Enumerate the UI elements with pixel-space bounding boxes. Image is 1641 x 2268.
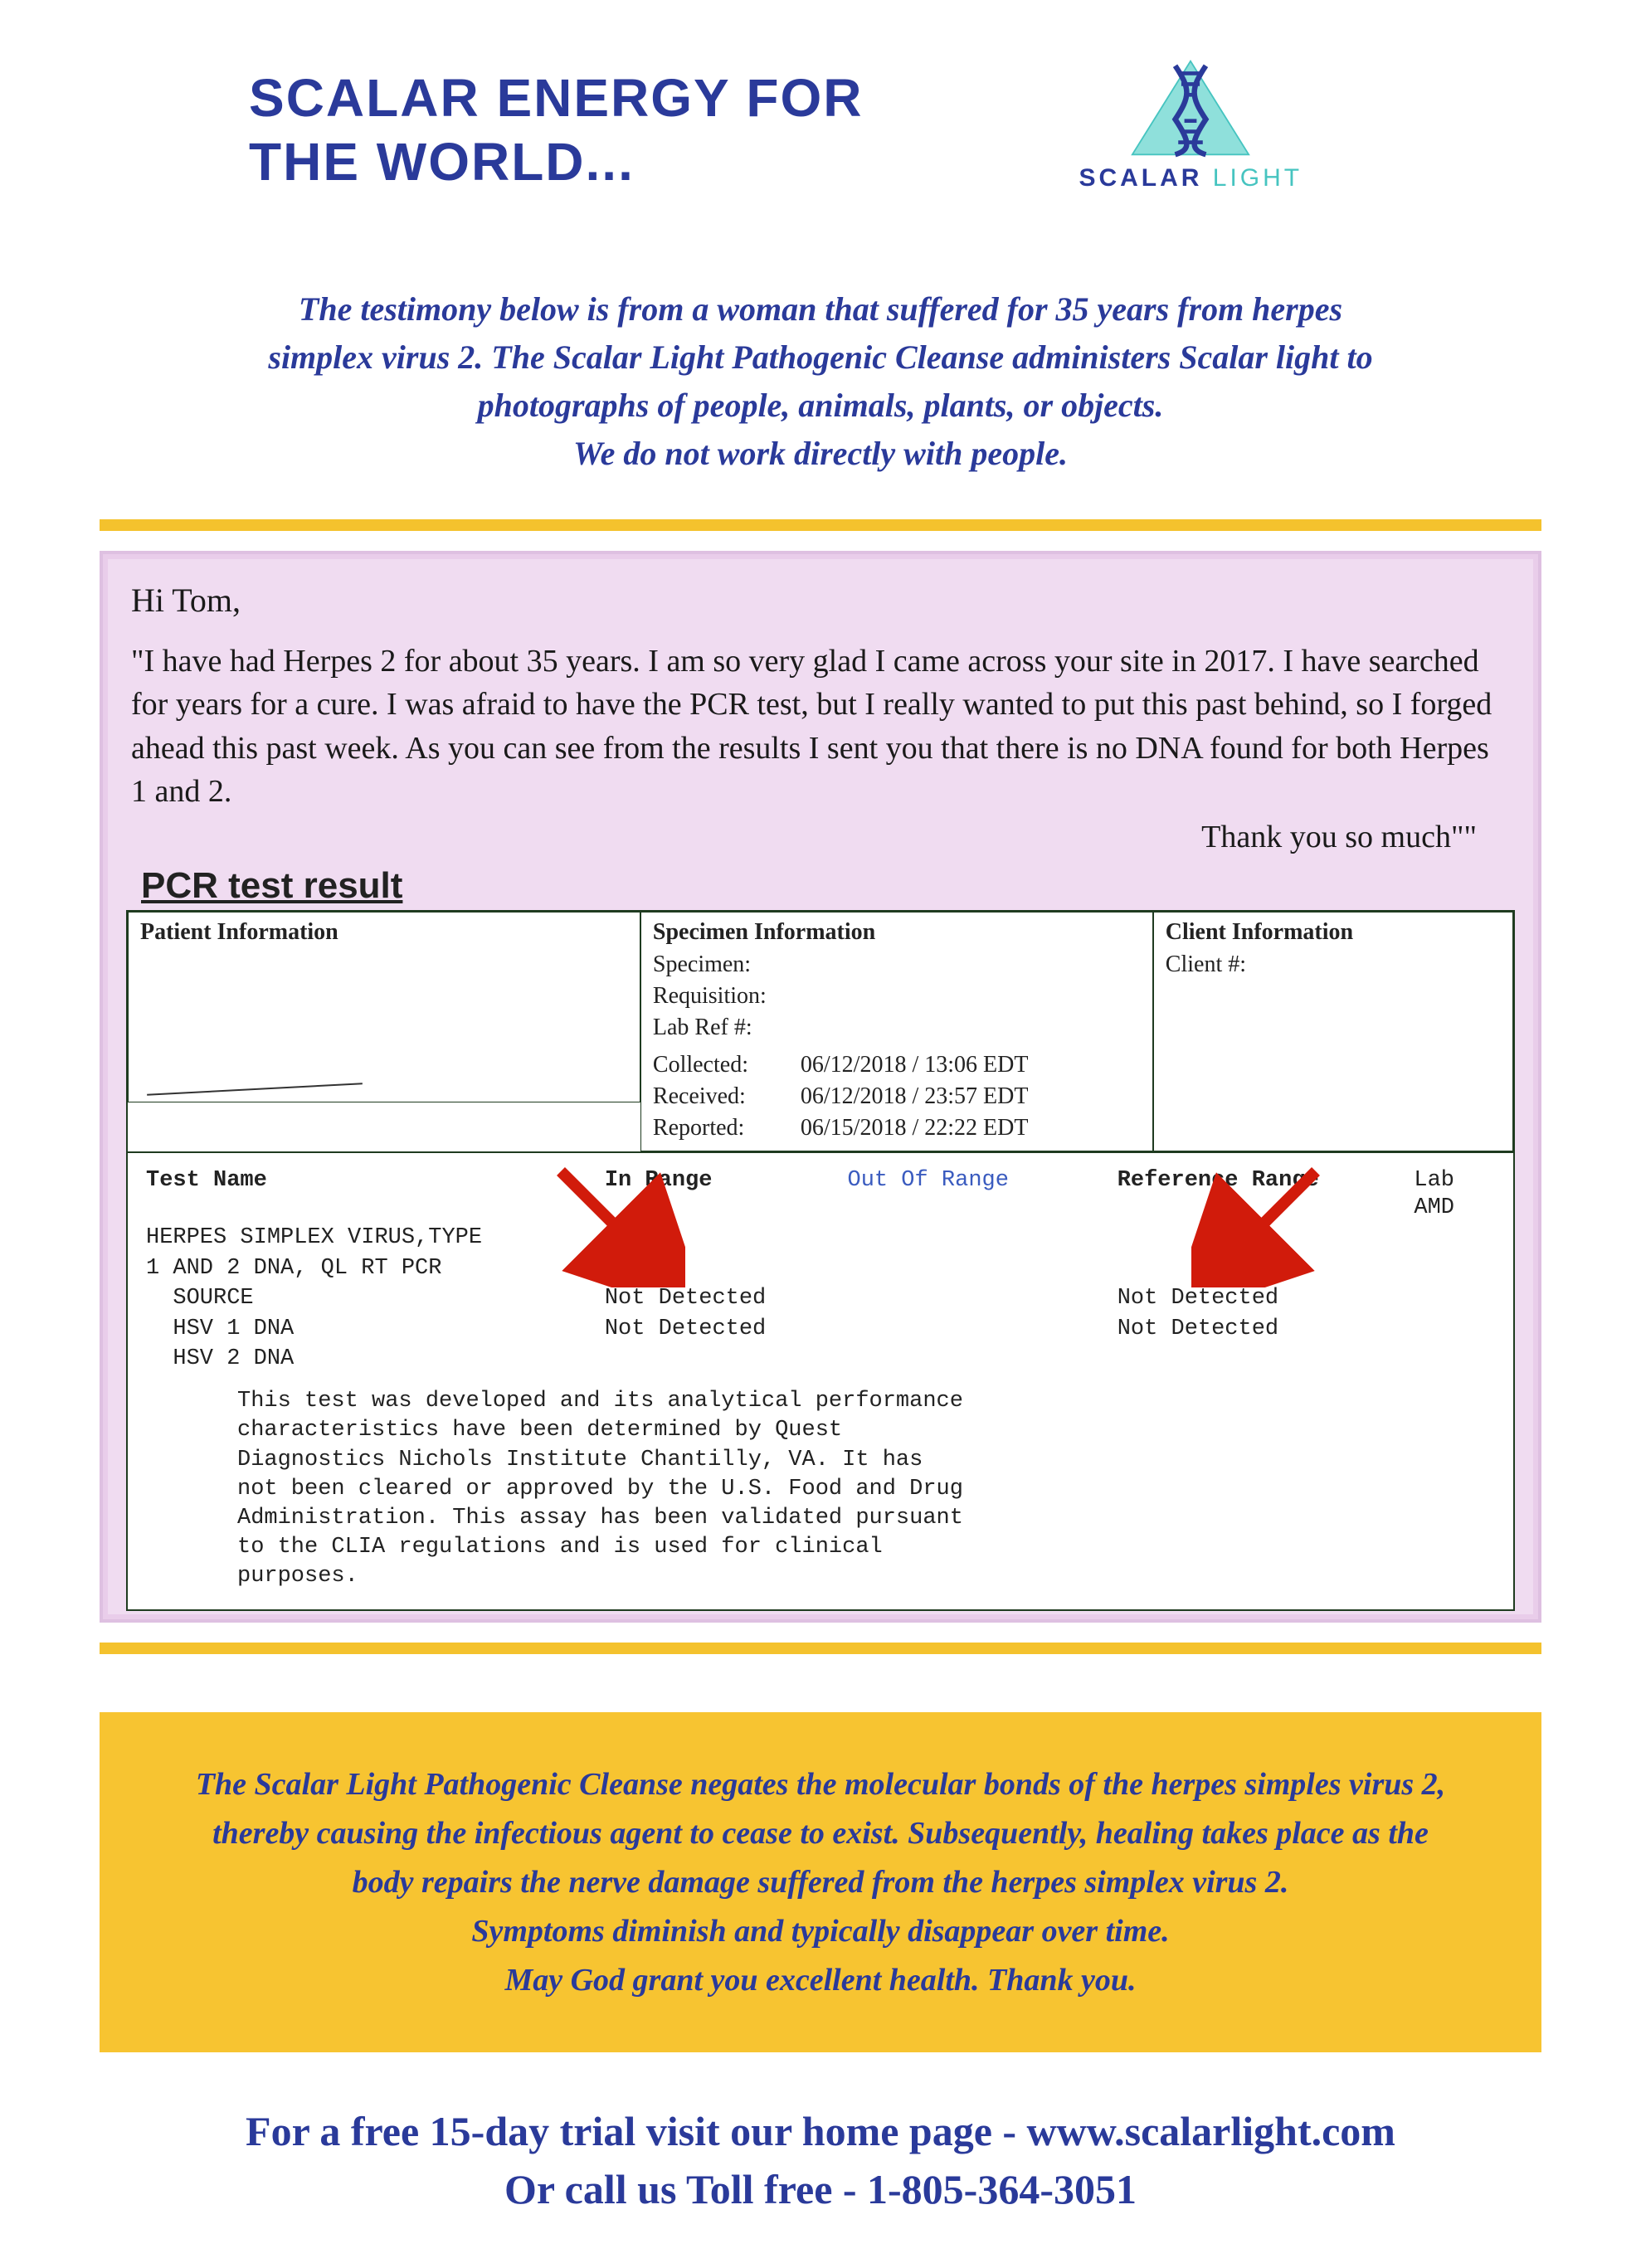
results-rows: HERPES SIMPLEX VIRUS,TYPE 1 AND 2 DNA, Q… xyxy=(146,1193,1495,1375)
panel-line4: Symptoms diminish and typically disappea… xyxy=(471,1914,1169,1949)
intro-paragraph: The testimony below is from a woman that… xyxy=(100,285,1541,478)
received-label: Received: xyxy=(653,1081,786,1112)
cta-line1: For a free 15-day trial visit our home p… xyxy=(246,2108,1395,2154)
header: Scalar Energy for the World... SCALAR xyxy=(100,58,1541,194)
intro-line4: We do not work directly with people. xyxy=(573,435,1068,472)
labref-label: Lab Ref #: xyxy=(653,1012,786,1044)
testimonial-inner: Hi Tom, "I have had Herpes 2 for about 3… xyxy=(108,559,1533,1614)
cta-block: For a free 15-day trial visit our home p… xyxy=(100,2102,1541,2218)
col-in-range: In Range xyxy=(605,1168,848,1193)
bottom-panel: The Scalar Light Pathogenic Cleanse nega… xyxy=(100,1712,1541,2052)
row-hsv2-ref: Not Detected xyxy=(1118,1317,1278,1341)
cta-line2: Or call us Toll free - 1-805-364-3051 xyxy=(504,2166,1137,2212)
client-info-title: Client Information xyxy=(1166,919,1501,946)
specimen-body: Specimen: Requisition: Lab Ref #: Collec… xyxy=(653,949,1141,1144)
col-out-of-range: Out Of Range xyxy=(848,1168,1118,1193)
row-hsv1-inrange: Not Detected xyxy=(605,1286,766,1311)
panel-line2: thereby causing the infectious agent to … xyxy=(212,1816,1429,1851)
divider-bar-top xyxy=(100,519,1541,531)
report-header-row: Patient Information Specimen Information… xyxy=(128,912,1513,1151)
headline-line1: Scalar Energy for xyxy=(249,68,863,128)
testimonial-card: Hi Tom, "I have had Herpes 2 for about 3… xyxy=(100,551,1541,1623)
brand-wordmark: SCALAR LIGHT xyxy=(1079,164,1303,192)
triangle-dna-icon xyxy=(1128,58,1253,158)
panel-line1: The Scalar Light Pathogenic Cleanse nega… xyxy=(196,1767,1445,1802)
lab-code: AMD xyxy=(1414,1193,1495,1375)
results-region: Test Name In Range Out Of Range Referenc… xyxy=(128,1151,1513,1609)
reported-label: Reported: xyxy=(653,1112,786,1144)
specimen-label: Specimen: xyxy=(653,949,786,981)
results-header: Test Name In Range Out Of Range Referenc… xyxy=(146,1168,1495,1193)
client-info-cell: Client Information Client #: xyxy=(1153,912,1513,1151)
pcr-report: Patient Information Specimen Information… xyxy=(126,910,1515,1611)
requisition-label: Requisition: xyxy=(653,981,786,1012)
brand-logo: SCALAR LIGHT xyxy=(1079,58,1303,192)
patient-info-cell: Patient Information xyxy=(128,912,640,1102)
test-block-line2: 1 AND 2 DNA, QL RT PCR xyxy=(146,1256,441,1281)
page-headline: Scalar Energy for the World... xyxy=(249,58,863,194)
signature-line xyxy=(147,1083,363,1096)
row-hsv2-inrange: Not Detected xyxy=(605,1317,766,1341)
brand-part1: SCALAR xyxy=(1079,164,1202,192)
specimen-info-title: Specimen Information xyxy=(653,919,1141,946)
panel-line5: May God grant you excellent health. Than… xyxy=(504,1963,1136,1998)
divider-bar-bottom xyxy=(100,1643,1541,1654)
intro-line3: photographs of people, animals, plants, … xyxy=(478,387,1164,424)
col-lab: Lab xyxy=(1414,1168,1495,1193)
results-grid: Test Name In Range Out Of Range Referenc… xyxy=(146,1168,1495,1375)
patient-info-title: Patient Information xyxy=(140,919,628,946)
reported-value: 06/15/2018 / 22:22 EDT xyxy=(801,1112,1029,1144)
headline-line2: the World... xyxy=(249,132,635,192)
row-hsv2-name: HSV 2 DNA xyxy=(146,1346,294,1371)
test-block-line1: HERPES SIMPLEX VIRUS,TYPE xyxy=(146,1225,482,1250)
intro-line1: The testimony below is from a woman that… xyxy=(299,290,1342,328)
report-disclaimer: This test was developed and its analytic… xyxy=(146,1374,976,1598)
testimonial-greeting: Hi Tom, xyxy=(131,577,1510,623)
row-hsv1-name: HSV 1 DNA xyxy=(146,1317,294,1341)
testimonial-body: "I have had Herpes 2 for about 35 years.… xyxy=(131,640,1510,814)
panel-line3: body repairs the nerve damage suffered f… xyxy=(353,1865,1289,1900)
client-no-label: Client #: xyxy=(1166,951,1246,977)
collected-label: Collected: xyxy=(653,1049,786,1081)
received-value: 06/12/2018 / 23:57 EDT xyxy=(801,1081,1029,1112)
brand-part2: LIGHT xyxy=(1213,164,1303,192)
specimen-info-cell: Specimen Information Specimen: Requisiti… xyxy=(640,912,1153,1151)
testimonial-thanks: Thank you so much"" xyxy=(131,815,1510,859)
row-source-name: SOURCE xyxy=(146,1286,254,1311)
row-hsv1-ref: Not Detected xyxy=(1118,1286,1278,1311)
intro-line2: simplex virus 2. The Scalar Light Pathog… xyxy=(268,338,1372,376)
pcr-title: PCR test result xyxy=(141,865,1510,907)
row-source-inrange: Serum xyxy=(605,1256,672,1281)
col-reference-range: Reference Range xyxy=(1118,1168,1415,1193)
collected-value: 06/12/2018 / 13:06 EDT xyxy=(801,1049,1029,1081)
page: Scalar Energy for the World... SCALAR xyxy=(0,0,1641,2268)
col-test-name: Test Name xyxy=(146,1168,605,1193)
